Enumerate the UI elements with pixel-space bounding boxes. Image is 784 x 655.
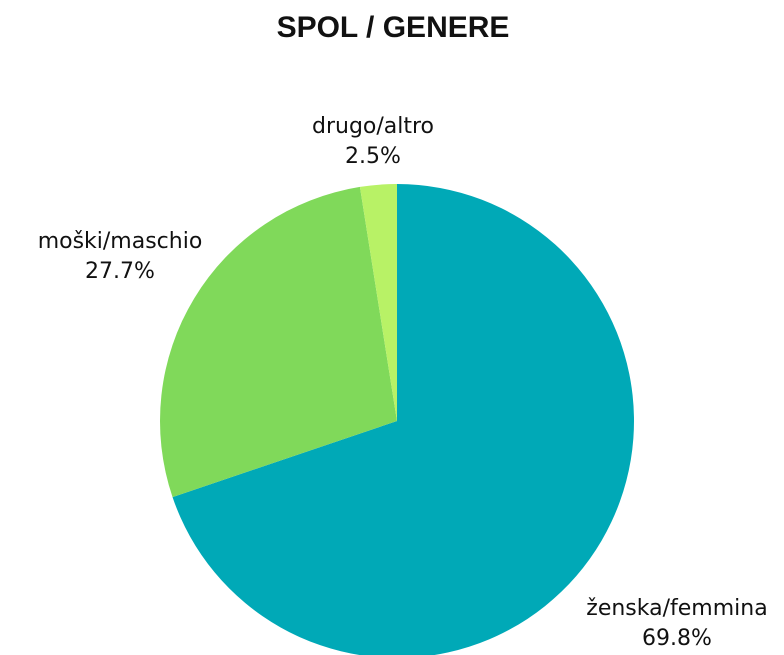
slice-label: moški/maschio bbox=[38, 229, 203, 254]
slice-label: ženska/femmina bbox=[586, 596, 767, 621]
slice-value: 2.5% bbox=[345, 144, 401, 169]
slice-value: 27.7% bbox=[85, 259, 155, 284]
pie-slice bbox=[359, 184, 397, 421]
slice-label: drugo/altro bbox=[312, 114, 434, 139]
pie-slice bbox=[160, 186, 397, 498]
slice-value: 69.8% bbox=[642, 626, 712, 651]
chart-title: SPOL / GENERE bbox=[277, 11, 510, 44]
pie-slice bbox=[172, 184, 634, 655]
